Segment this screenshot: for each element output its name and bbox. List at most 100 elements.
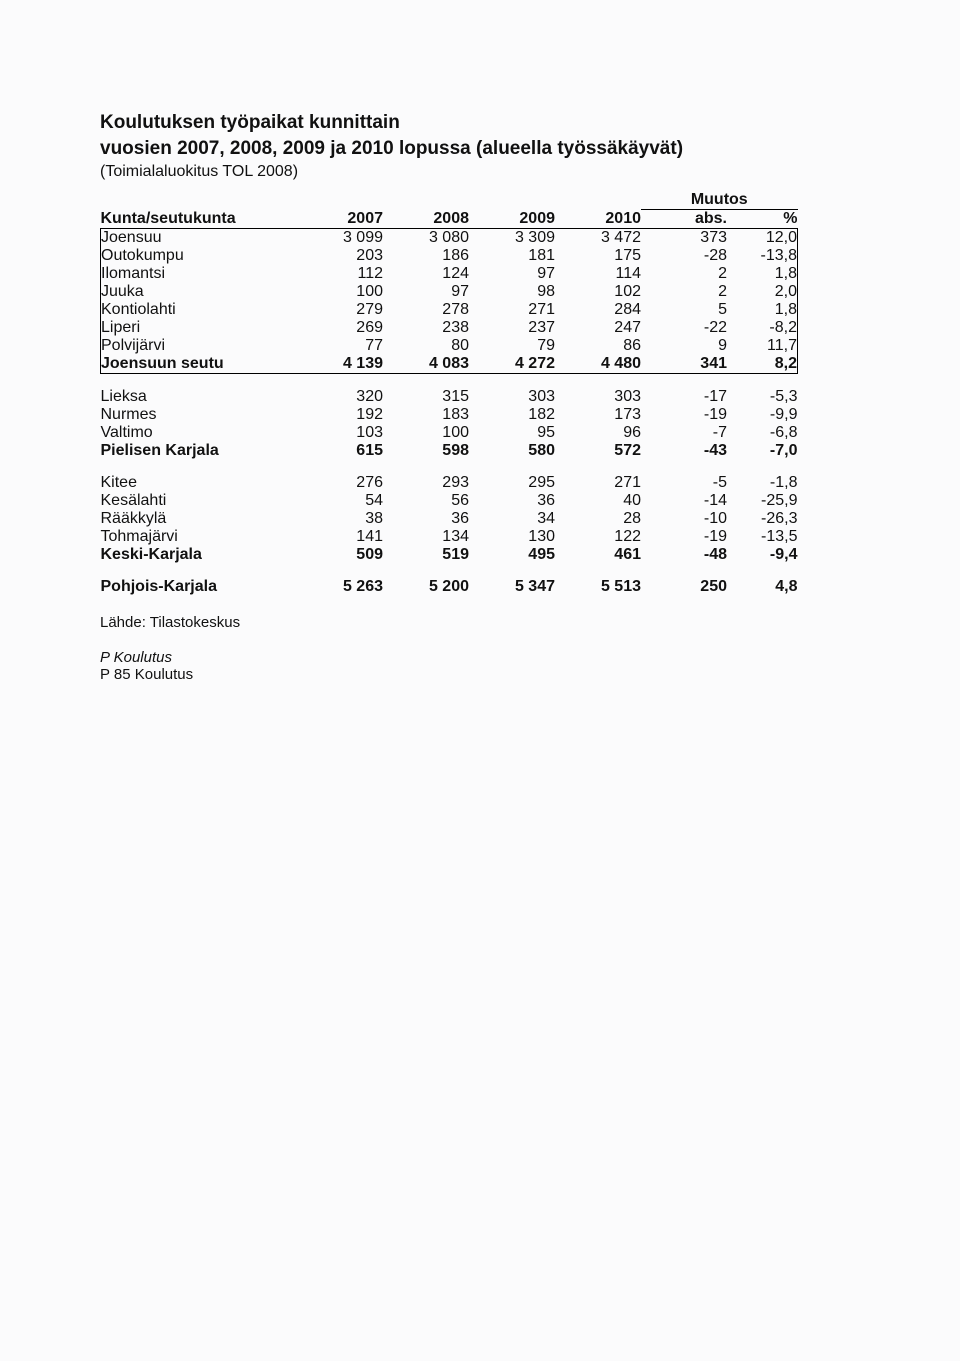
cell-name: Joensuun seutu [101,355,298,374]
cell-abs: 2 [641,265,727,283]
table-row: Polvijärvi77807986911,7 [101,337,798,355]
cell-pct: 2,0 [727,283,798,301]
table-total-row: Joensuun seutu4 1394 0834 2724 4803418,2 [101,355,798,374]
cell-name: Tohmajärvi [101,528,298,546]
cell-value: 238 [383,319,469,337]
cell-value: 237 [469,319,555,337]
cell-value: 86 [555,337,641,355]
cell-name: Keski-Karjala [101,546,298,564]
cell-value: 3 309 [469,229,555,248]
table-row: Outokumpu203186181175-28-13,8 [101,247,798,265]
table-header-row-1: Kunta/seutukunta 2007 2008 2009 2010 Muu… [101,191,798,210]
table-row: Rääkkylä38363428-10-26,3 [101,510,798,528]
cell-value: 97 [469,265,555,283]
cell-name: Juuka [101,283,298,301]
cell-value: 279 [297,301,383,319]
cell-value: 34 [469,510,555,528]
cell-pct: -5,3 [727,388,798,406]
cell-value: 4 139 [297,355,383,374]
table-row: Tohmajärvi141134130122-19-13,5 [101,528,798,546]
cell-abs: -19 [641,406,727,424]
cell-value: 295 [469,474,555,492]
table-row: Liperi269238237247-22-8,2 [101,319,798,337]
cell-abs: 9 [641,337,727,355]
cell-value: 615 [297,442,383,460]
cell-value: 28 [555,510,641,528]
cell-value: 271 [555,474,641,492]
cell-pct: -1,8 [727,474,798,492]
cell-name: Kitee [101,474,298,492]
cell-value: 54 [297,492,383,510]
cell-value: 271 [469,301,555,319]
cell-abs: -19 [641,528,727,546]
cell-abs: -7 [641,424,727,442]
table-row: Valtimo1031009596-7-6,8 [101,424,798,442]
cell-pct: -26,3 [727,510,798,528]
table-row: Kesälahti54563640-14-25,9 [101,492,798,510]
cell-value: 315 [383,388,469,406]
cell-value: 183 [383,406,469,424]
cell-value: 580 [469,442,555,460]
cell-value: 114 [555,265,641,283]
cell-value: 303 [469,388,555,406]
col-abs-header: abs. [641,210,727,229]
table-row: Juuka100979810222,0 [101,283,798,301]
cell-value: 134 [383,528,469,546]
cell-value: 269 [297,319,383,337]
cell-value: 572 [555,442,641,460]
cell-pct: -7,0 [727,442,798,460]
cell-abs: -22 [641,319,727,337]
cell-pct: 1,8 [727,301,798,319]
spacer-row [101,564,798,578]
cell-abs: -5 [641,474,727,492]
cell-pct: -13,8 [727,247,798,265]
cell-value: 320 [297,388,383,406]
cell-pct: -6,8 [727,424,798,442]
note-line-2: P 85 Koulutus [100,666,890,683]
cell-name: Lieksa [101,388,298,406]
cell-value: 5 513 [555,578,641,596]
table-total-row: Pielisen Karjala615598580572-43-7,0 [101,442,798,460]
cell-pct: -9,9 [727,406,798,424]
cell-value: 102 [555,283,641,301]
col-muutos-header: Muutos [641,191,798,210]
cell-name: Polvijärvi [101,337,298,355]
cell-name: Valtimo [101,424,298,442]
table-row: Kitee276293295271-5-1,8 [101,474,798,492]
cell-abs: 5 [641,301,727,319]
cell-value: 100 [297,283,383,301]
cell-value: 3 472 [555,229,641,248]
cell-name: Outokumpu [101,247,298,265]
source-label: Lähde: Tilastokeskus [100,614,890,631]
cell-abs: 373 [641,229,727,248]
cell-value: 4 272 [469,355,555,374]
cell-pct: -13,5 [727,528,798,546]
cell-value: 98 [469,283,555,301]
table-total-row: Pohjois-Karjala5 2635 2005 3475 5132504,… [101,578,798,596]
cell-value: 130 [469,528,555,546]
cell-value: 122 [555,528,641,546]
cell-value: 124 [383,265,469,283]
cell-pct: 1,8 [727,265,798,283]
cell-value: 519 [383,546,469,564]
cell-value: 38 [297,510,383,528]
cell-value: 203 [297,247,383,265]
col-year-header: 2008 [383,191,469,229]
cell-pct: -25,9 [727,492,798,510]
spacer-row [101,460,798,474]
cell-value: 5 263 [297,578,383,596]
cell-value: 97 [383,283,469,301]
cell-name: Liperi [101,319,298,337]
col-year-header: 2010 [555,191,641,229]
cell-value: 96 [555,424,641,442]
cell-abs: -28 [641,247,727,265]
cell-value: 95 [469,424,555,442]
cell-value: 181 [469,247,555,265]
cell-value: 293 [383,474,469,492]
cell-value: 141 [297,528,383,546]
cell-value: 40 [555,492,641,510]
table-row: Kontiolahti27927827128451,8 [101,301,798,319]
cell-value: 112 [297,265,383,283]
cell-value: 77 [297,337,383,355]
cell-value: 175 [555,247,641,265]
